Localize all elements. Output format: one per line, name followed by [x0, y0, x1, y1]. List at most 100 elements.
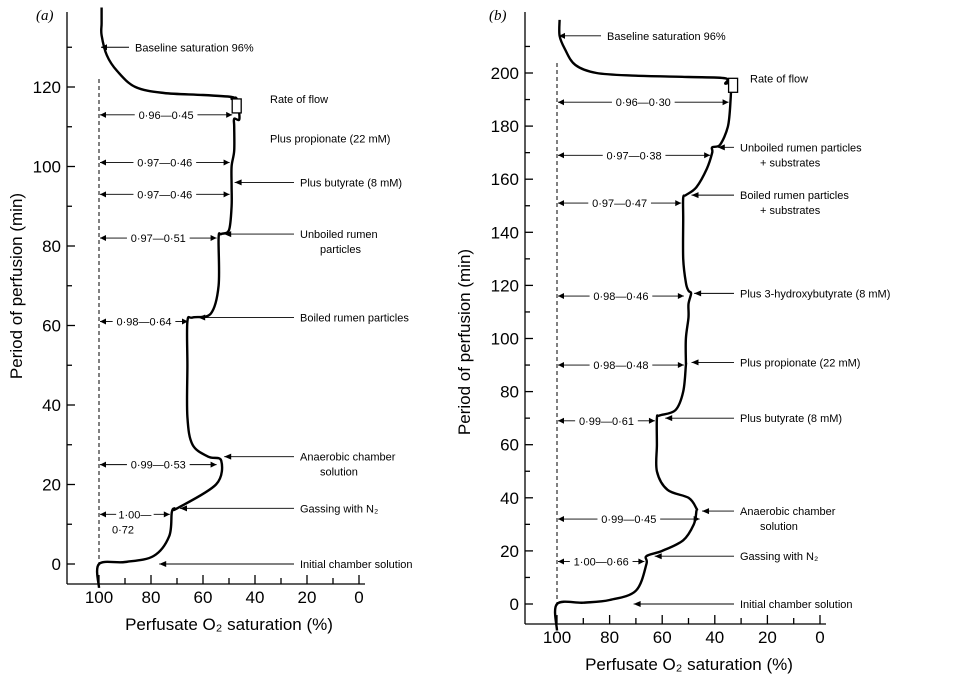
y-tick-label: 120 — [33, 78, 61, 97]
annotation-label: + substrates — [760, 157, 821, 169]
arrow-head — [704, 152, 711, 159]
arrow-head — [234, 179, 242, 186]
x-tick-label: 80 — [600, 628, 619, 647]
y-tick-label: 40 — [42, 396, 61, 415]
arrow-head — [702, 508, 710, 515]
y-axis-label: Period of perfusion (min) — [7, 193, 26, 379]
event-annotation: Boiled rumen particles + substrates — [691, 190, 849, 217]
range-label: 0·97—0·46 — [137, 158, 192, 170]
x-tick-label: 20 — [758, 628, 777, 647]
arrow-head — [180, 505, 187, 512]
arrow-head — [677, 362, 684, 369]
x-tick-label: 60 — [194, 588, 213, 607]
arrow-head — [159, 561, 167, 567]
range-label: 0·99—0·61 — [579, 416, 634, 428]
range-label: 0·99—0·53 — [131, 460, 186, 472]
annotation-label: Unboiled rumen particles — [740, 142, 862, 154]
arrow-head — [163, 511, 170, 518]
range-label: 0·99—0·45 — [601, 514, 656, 526]
saturation-range: 1·00— 0·72 — [100, 509, 170, 536]
annotation-label: Anaerobic chamber — [740, 506, 836, 518]
range-label: 0·98—0·48 — [593, 360, 648, 372]
y-tick-label: 20 — [42, 476, 61, 495]
event-annotation: Anaerobic chamber solution — [224, 452, 396, 479]
arrow-head — [100, 235, 106, 242]
range-label: 1·00— — [118, 509, 151, 521]
y-axis-label: Period of perfusion (min) — [455, 249, 474, 435]
y-tick-label: 180 — [491, 117, 519, 136]
x-tick-label: 100 — [85, 588, 113, 607]
arrow-head — [675, 200, 682, 207]
x-tick-label: 60 — [653, 628, 672, 647]
x-axis-label: Perfusate O₂ saturation (%) — [125, 615, 333, 634]
y-tick-label: 100 — [491, 330, 519, 349]
saturation-trace — [95, 7, 241, 588]
arrow-head — [100, 191, 106, 198]
annotation-label: Boiled rumen particles — [300, 313, 409, 325]
saturation-trace — [553, 19, 733, 631]
arrow-head — [558, 417, 564, 424]
range-label: 0·97—0·47 — [592, 198, 647, 210]
annotation-label: Initial chamber solution — [740, 599, 853, 611]
arrow-head — [654, 553, 662, 560]
annotation-label: Plus propionate (22 mM) — [740, 357, 860, 369]
arrow-head — [559, 32, 565, 39]
event-annotation: Plus 3-hydroxybutyrate (8 mM) — [694, 288, 890, 300]
saturation-range: 0·98—0·48 — [558, 360, 684, 372]
range-label: 0·97—0·51 — [131, 233, 186, 245]
range-label: 0·98—0·64 — [116, 317, 171, 329]
event-annotation: Boiled rumen particles — [198, 313, 409, 325]
arrow-head — [638, 558, 645, 565]
x-tick-label: 100 — [543, 628, 571, 647]
range-label: 0·96—0·30 — [616, 97, 671, 109]
arrow-head — [100, 318, 106, 325]
arrow-head — [558, 152, 564, 159]
saturation-range: 0·97—0·47 — [558, 198, 682, 210]
arrow-head — [226, 111, 233, 118]
annotation-label: Rate of flow — [270, 94, 328, 106]
annotation-label: Plus butyrate (8 mM) — [300, 177, 402, 189]
arrow-head — [182, 318, 188, 325]
arrow-head — [558, 200, 564, 207]
y-tick-label: 140 — [491, 223, 519, 242]
annotation-label: Initial chamber solution — [300, 559, 413, 571]
event-annotation: Unboiled rumen particles + substrates — [717, 142, 862, 169]
event-annotation: Plus propionate (22 mM) — [270, 134, 390, 146]
range-label: 0·96—0·45 — [139, 110, 194, 122]
range-label: 1·00—0·66 — [574, 557, 629, 569]
annotation-label: Anaerobic chamber — [300, 452, 396, 464]
saturation-range: 0·97—0·51 — [100, 233, 217, 245]
x-tick-label: 40 — [246, 588, 265, 607]
saturation-range: 1·00—0·66 — [558, 557, 645, 569]
x-axis-label: Perfusate O₂ saturation (%) — [585, 655, 793, 674]
arrow-head — [223, 159, 230, 166]
x-tick-label: 20 — [298, 588, 317, 607]
event-annotation: Initial chamber solution — [633, 599, 853, 611]
arrow-head — [198, 314, 206, 321]
x-tick-label: 0 — [815, 628, 824, 647]
arrow-head — [691, 192, 699, 199]
annotation-label: Plus 3-hydroxybutyrate (8 mM) — [740, 288, 890, 300]
arrow-head — [648, 417, 655, 424]
y-tick-label: 0 — [510, 595, 519, 614]
panel-a: (a) 0 20 40 60 80 100 120 100 80 60 40 20 0 Period of … — [7, 7, 413, 634]
annotation-label: particles — [320, 244, 361, 256]
arrow-head — [558, 362, 564, 369]
annotation-label: Gassing with N₂ — [300, 503, 378, 515]
saturation-range: 0·98—0·64 — [100, 317, 188, 329]
arrow-head — [100, 511, 106, 518]
rate-of-flow-box — [231, 98, 242, 114]
y-tick-label: 200 — [491, 64, 519, 83]
y-tick-label: 160 — [491, 170, 519, 189]
annotation-label: solution — [320, 467, 358, 479]
annotation-label: Rate of flow — [750, 73, 808, 85]
event-annotation: Gassing with N₂ — [654, 551, 818, 563]
annotation-label: Plus butyrate (8 mM) — [740, 413, 842, 425]
y-tick-label: 40 — [500, 489, 519, 508]
saturation-range: 0·99—0·61 — [558, 416, 655, 428]
panel-label: (b) — [489, 8, 507, 24]
arrow-head — [223, 191, 230, 198]
arrow-head — [224, 453, 232, 460]
